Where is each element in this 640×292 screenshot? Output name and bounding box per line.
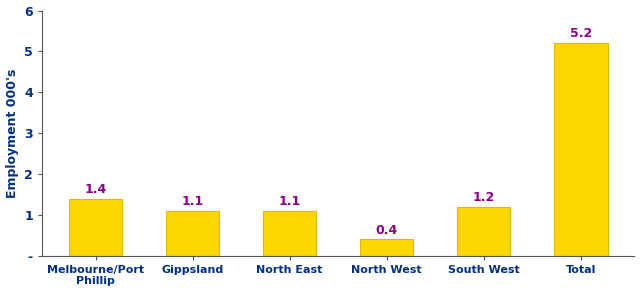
Bar: [166, 211, 220, 256]
Bar: [554, 43, 607, 256]
Text: 1.4: 1.4: [84, 183, 107, 196]
Text: 1.2: 1.2: [472, 191, 495, 204]
Bar: [457, 207, 511, 256]
Text: 1.1: 1.1: [182, 195, 204, 208]
Bar: [69, 199, 122, 256]
Y-axis label: Employment 000's: Employment 000's: [6, 69, 19, 198]
Text: 0.4: 0.4: [376, 224, 398, 237]
Bar: [360, 239, 413, 256]
Bar: [263, 211, 316, 256]
Text: 5.2: 5.2: [570, 27, 592, 40]
Text: 1.1: 1.1: [278, 195, 301, 208]
